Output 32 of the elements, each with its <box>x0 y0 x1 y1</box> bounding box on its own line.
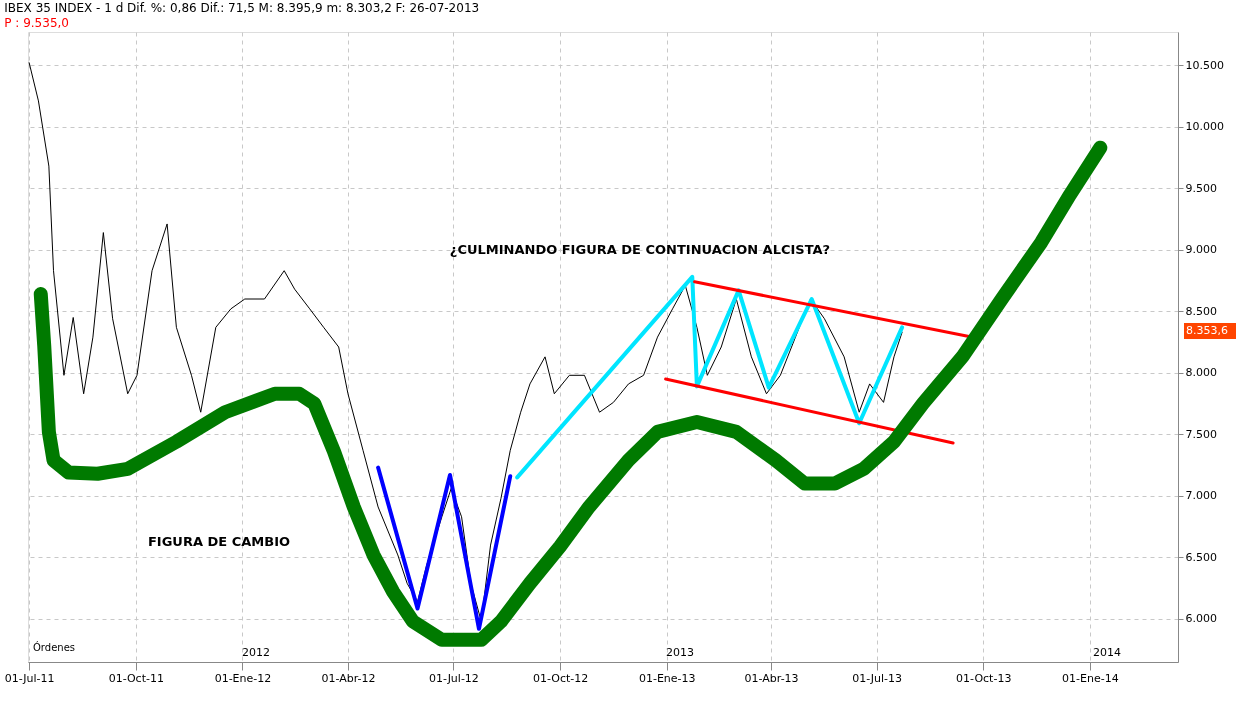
text: 8.353,6 <box>1186 324 1228 337</box>
x-tick-label: 01-Ene-14 <box>1062 671 1119 685</box>
annotation: FIGURA DE CAMBIO <box>147 534 291 549</box>
y-tick-label: 10.000 <box>1185 120 1224 134</box>
x-tick-label: 01-Jul-13 <box>852 671 902 685</box>
x-tick-label: 01-Oct-12 <box>532 671 589 685</box>
x-tick-label: 01-Oct-11 <box>108 671 164 685</box>
y-tick-label: 10.500 <box>1185 58 1224 72</box>
x-tick-label: 01-Ene-13 <box>638 671 696 685</box>
y-tick-label: 9.500 <box>1185 181 1217 195</box>
y-tick-label: 7.500 <box>1185 427 1217 441</box>
x-tick-label: 01-Ene-12 <box>214 671 272 685</box>
y-tick-label: 6.500 <box>1185 550 1217 564</box>
y-tick-label: 8.000 <box>1185 366 1217 380</box>
y-tick-label: 8.500 <box>1185 304 1217 318</box>
line-series <box>515 274 905 480</box>
line-series <box>376 465 513 631</box>
annotation: 2014 <box>1093 646 1121 659</box>
annotation: ¿CULMINANDO FIGURA DE CONTINUACION ALCISTA? <box>449 242 831 257</box>
y-tick-label: 7.000 <box>1185 489 1217 503</box>
y-tick-label: 6.000 <box>1185 612 1217 626</box>
y-tick-label: 9.000 <box>1185 243 1217 257</box>
annotation: 2012 <box>242 646 270 659</box>
x-tick-label: 01-Abr-13 <box>744 671 799 685</box>
annotation: Órdenes <box>33 641 76 653</box>
x-tick-label: 01-Oct-13 <box>956 671 1012 685</box>
x-tick-label: 01-Abr-12 <box>321 671 376 685</box>
x-tick-label: 01-Jul-12 <box>429 671 479 685</box>
annotation: 2013 <box>666 646 694 659</box>
chart-subtitle: P : 9.535,0 <box>4 16 69 30</box>
chart-title: IBEX 35 INDEX - 1 d Dif. %: 0,86 Dif.: 71,5 M: 8.395,9 m: 8.303,2 F: 26-07-2013 <box>4 1 480 15</box>
x-tick-label: 01-Jul-11 <box>4 671 55 685</box>
